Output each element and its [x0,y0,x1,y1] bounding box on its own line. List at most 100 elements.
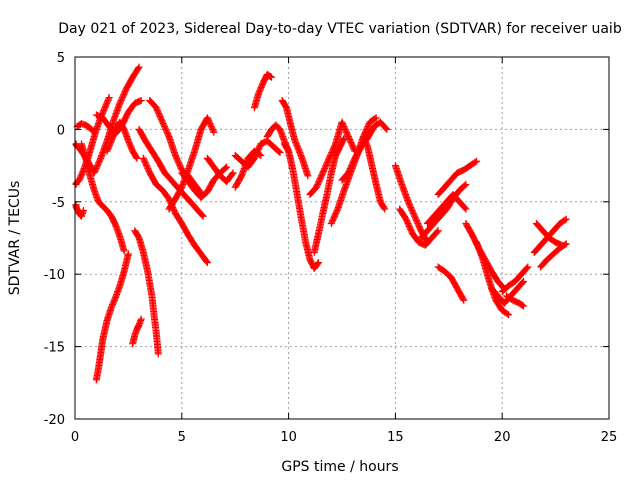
x-tick-label: 25 [601,430,618,445]
data-point [462,205,470,213]
series-arc34 [462,220,508,293]
data-point [132,153,140,161]
x-tick-label: 20 [494,430,511,445]
data-point [135,63,143,71]
data-point [460,296,468,304]
series-arc18 [231,137,284,171]
data-point [340,135,348,143]
data-point [223,163,231,171]
data-point [210,128,218,136]
data-point [229,169,237,177]
plot-frame [74,56,610,420]
series-arc21 [280,140,323,272]
series-arc23 [310,134,348,256]
series-arc33 [434,263,468,304]
data-point [461,204,469,212]
series-arc16 [203,154,237,186]
series-arc08 [103,118,141,162]
data-point [561,216,569,224]
data-point [268,73,276,81]
data-point [372,114,380,122]
y-axis-label: SDTVAR / TECUs [7,181,23,296]
series-arc27 [359,133,389,213]
data-point [520,302,528,310]
data-point [133,154,141,162]
y-tick-label: -10 [44,268,65,283]
y-tick-label: 5 [57,51,65,66]
data-point [382,124,390,132]
data-point [381,205,389,213]
data-point [137,96,145,104]
series-arc32 [434,157,481,199]
data-point [105,94,113,102]
y-tick-label: -5 [52,196,65,211]
x-tick-label: 10 [280,430,297,445]
data-point [275,148,283,156]
data-point [314,260,322,268]
series-arc09 [129,315,145,348]
series-arc37 [502,292,528,310]
data-point [304,172,312,180]
y-tick-label: 0 [57,123,65,138]
data-point [105,95,113,103]
data-point [459,295,467,303]
data-point [503,310,511,318]
x-tick-label: 0 [71,430,79,445]
data-point [520,277,528,285]
data-point [462,180,470,188]
data-point [134,64,142,72]
series-arc29 [396,205,442,249]
x-axis-label: GPS time / hours [281,459,398,475]
data-point [562,240,570,248]
series-arc04 [73,120,98,136]
grid [75,57,609,419]
axes: 0 5 10 15 20 25 5 0 -5 -10 -15 -20 [44,51,618,445]
y-tick-label: -15 [44,341,65,356]
series-arc06 [92,250,132,384]
series-arc10 [131,227,162,358]
series-arc11 [135,125,207,220]
data-point [562,215,570,223]
data-point [519,278,527,286]
data-point [124,250,132,258]
series-arc12 [139,154,211,267]
data-point [461,181,469,189]
series-arc38 [498,263,532,296]
data-point [473,157,481,165]
data-point [276,149,284,157]
data-point [518,301,526,309]
data-point [383,125,391,133]
x-tick-label: 15 [387,430,404,445]
x-tick-label: 5 [178,430,186,445]
data-point [120,247,128,255]
data-point [89,127,97,135]
data-points [72,63,570,384]
data-point [434,227,442,235]
data-point [266,73,274,81]
data-point [524,263,532,271]
data-point [203,257,211,265]
data-point [154,350,162,358]
series-arc31 [423,191,470,228]
data-point [505,311,513,319]
data-point [137,315,145,323]
data-point [90,128,98,136]
series-arc19 [250,70,276,112]
data-point [315,259,323,267]
series-arc14 [165,114,218,213]
data-point [523,264,531,272]
data-point [228,170,236,178]
data-point [433,228,441,236]
series-arc35 [473,238,513,319]
series-arc01 [72,201,88,220]
data-point [199,212,207,220]
data-point [209,127,217,135]
data-point [371,115,379,123]
data-point [561,241,569,249]
data-point [222,164,230,172]
chart-title: Day 021 of 2023, Sidereal Day-to-day VTE… [58,21,622,37]
data-point [203,259,211,267]
data-point [80,206,88,214]
series-arc05 [77,140,128,255]
